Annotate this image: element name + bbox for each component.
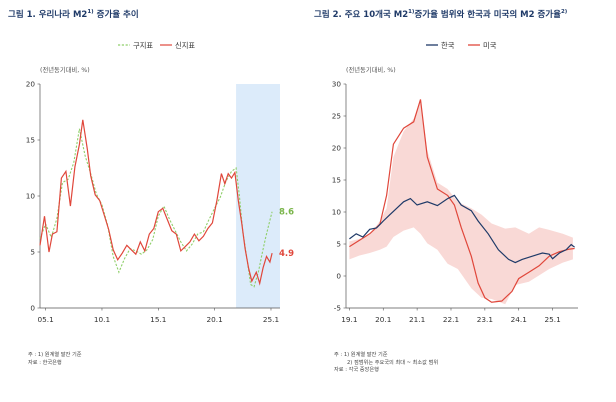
x-tick-label: 23.1 [477, 315, 493, 324]
chart-plot: (전년동기대비, %) 0 5 10 15 20 05.1 10.1 15.1 20.1 25.1 구… [26, 41, 294, 324]
y-tick-label: -5 [334, 304, 341, 313]
legend-label-korea: 한국 [441, 41, 455, 50]
series-line-us [349, 99, 575, 303]
highlight-region [236, 84, 280, 308]
note-line: 자료 : 한국은행 [28, 359, 62, 366]
chart-notes: 주 : 1) 원계열 말잔 기준 2) 점범위는 주요국의 최대 ~ 최소값 범… [334, 352, 438, 375]
y-tick-label: 5 [30, 248, 35, 257]
y-tick-label: 15 [26, 136, 35, 145]
y-tick-label: 20 [332, 144, 342, 153]
chart-notes: 주 : 1) 원계열 말잔 기준 자료 : 한국은행 [28, 352, 82, 367]
y-tick-label: 30 [332, 80, 342, 89]
note-line: 주 : 1) 원계열 말잔 기준 [28, 352, 82, 358]
y-tick-label: 10 [332, 208, 342, 217]
range-band [349, 99, 573, 305]
x-tick-label: 15.1 [150, 315, 166, 324]
legend-label-new: 신지표 [175, 41, 195, 50]
legend-label-old: 구지표 [133, 41, 153, 50]
x-tick-label: 20.1 [375, 315, 391, 324]
y-tick-label: 0 [30, 304, 35, 313]
x-tick-label: 24.1 [511, 315, 527, 324]
x-tick-label: 21.1 [409, 315, 425, 324]
y-tick-label: 25 [332, 112, 341, 121]
y-tick-label: 5 [336, 240, 341, 249]
chart-panel-2: 그림 2. 주요 10개국 M21)증가율 범위와 한국과 미국의 M2 증가율… [308, 0, 616, 402]
unit-label: (전년동기대비, %) [346, 65, 396, 74]
note-line: 자료 : 각국 중앙은행 [334, 367, 379, 374]
legend-label-us: 미국 [483, 41, 497, 50]
end-label-new: 4.9 [279, 249, 294, 259]
unit-label: (전년동기대비, %) [40, 65, 90, 74]
chart-title: 그림 1. 우리나라 M21) 증가율 추이 [8, 9, 139, 20]
x-tick-label: 22.1 [443, 315, 459, 324]
x-tick-label: 25.1 [263, 315, 279, 324]
x-tick-label: 20.1 [207, 315, 223, 324]
x-tick-label: 25.1 [544, 315, 560, 324]
series-line-new [39, 119, 273, 286]
x-tick-label: 10.1 [94, 315, 110, 324]
note-line: 주 : 1) 원계열 말잔 기준 [334, 352, 388, 358]
y-tick-label: 15 [332, 176, 341, 185]
end-label-old: 8.6 [279, 208, 294, 218]
x-tick-label: 05.1 [38, 315, 54, 324]
chart-panel-1: 그림 1. 우리나라 M21) 증가율 추이 (전년동기대비, %) 0 5 10 15… [8, 9, 294, 367]
x-tick-label: 19.1 [341, 315, 357, 324]
y-tick-label: 10 [26, 192, 36, 201]
y-tick-label: 20 [26, 80, 36, 89]
chart-title: 그림 2. 주요 10개국 M21)증가율 범위와 한국과 미국의 M2 증가율… [314, 9, 568, 20]
series-line-korea [349, 194, 575, 264]
chart-plot: (전년동기대비, %) -5 0 5 10 15 20 25 30 19.1 20.1 21.1 22.… [332, 41, 578, 324]
note-line: 2) 점범위는 주요국의 최대 ~ 최소값 범위 [347, 359, 439, 366]
y-tick-label: 0 [336, 272, 341, 281]
